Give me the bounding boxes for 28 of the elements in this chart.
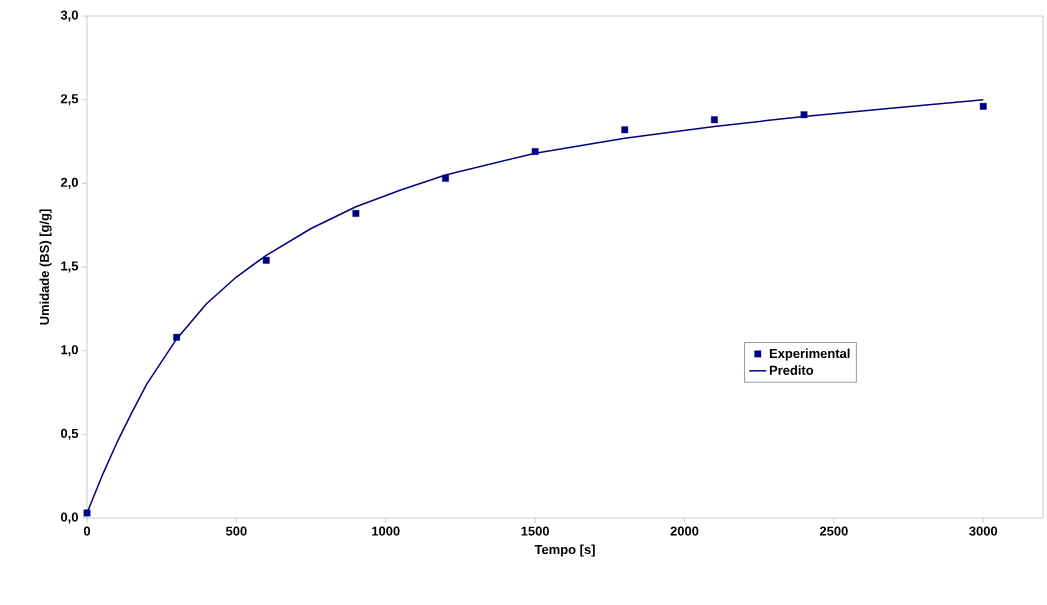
y-tick-label: 2,0 [60,177,78,189]
point [442,174,449,182]
point [621,126,629,134]
y-tick-label: 3,0 [60,10,78,22]
point [979,102,987,110]
x-tick-label: 1500 [521,526,549,536]
point [710,116,718,124]
x-tick-label: 3000 [969,526,998,536]
point [262,256,270,264]
x-tick-label: 2500 [819,526,848,536]
y-tick-label: 1,5 [61,261,79,273]
x-tick-label: 2000 [670,526,699,536]
x-tick-label: 1000 [372,526,400,536]
point [800,111,808,119]
point [83,509,91,517]
point [173,333,181,341]
legend-label: Experimental [769,348,850,361]
y-tick-label: 0,5 [60,428,79,440]
x-tick-label: 0 [83,526,91,536]
y-tick-label: 2,5 [60,94,79,106]
x-axis-title: Tempo [s] [534,544,595,557]
point [352,210,360,217]
y-tick-label: 1,0 [61,345,78,357]
point [531,148,539,155]
y-axis-title: Umidade (BS) [g/g] [39,209,52,325]
legend-label: Predito [769,365,814,375]
x-tick-label: 500 [225,526,247,536]
y-tick-label: 0,0 [60,512,78,524]
